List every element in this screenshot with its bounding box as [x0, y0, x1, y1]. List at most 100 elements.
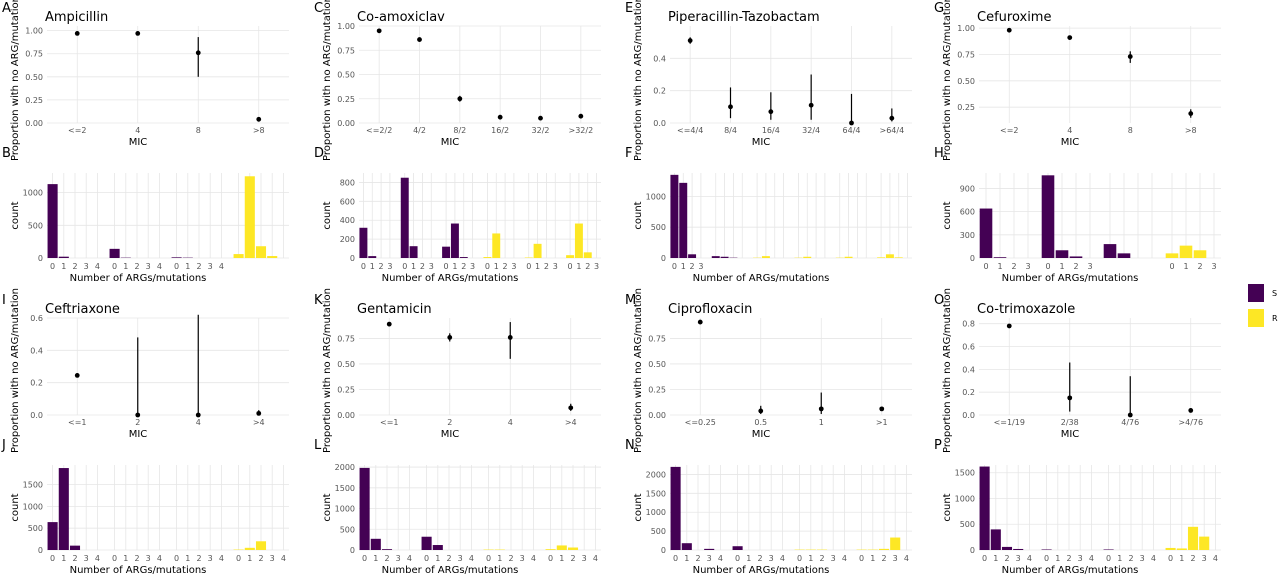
bar-d-s — [359, 227, 368, 258]
panel-title-k: Gentamicin — [357, 302, 432, 317]
x-tick-label-d: 2 — [379, 262, 384, 271]
x-tick-label-b: 0 — [50, 262, 55, 271]
x-tick-label-p: 0 — [1044, 554, 1049, 563]
x-tick-label-h: 2 — [1197, 262, 1202, 271]
x-tick-label-n: 4 — [904, 554, 909, 563]
x-tick-label-e: 8/4 — [724, 126, 737, 135]
x-tick-label-n: 2 — [819, 554, 824, 563]
x-tick-label-l: 0 — [486, 554, 491, 563]
legend-item-r: R — [1248, 307, 1278, 329]
y-axis-label-i: Proportion with no ARG/mutation — [10, 288, 21, 453]
x-tick-label-n: 3 — [893, 554, 898, 563]
bar-f-r — [761, 256, 770, 258]
x-tick-label-l: 2 — [508, 554, 513, 563]
x-tick-label-p: 1 — [1179, 554, 1184, 563]
x-tick-label-h: 3 — [1087, 262, 1092, 271]
x-tick-label-p: 3 — [1202, 554, 1207, 563]
x-tick-label-d: 1 — [494, 262, 499, 271]
bar-f-s — [688, 254, 697, 258]
bar-d-r — [492, 233, 501, 258]
x-tick-label-c: 4/2 — [413, 126, 426, 135]
y-tick-label-o: 0.8 — [962, 320, 975, 329]
legend-label-s: S — [1272, 288, 1278, 298]
x-tick-label-d: 3 — [553, 262, 558, 271]
y-axis-label-a: Proportion with no ARG/mutation — [10, 0, 21, 161]
x-tick-label-h: 1 — [1183, 262, 1188, 271]
y-tick-label-j: 500 — [28, 524, 43, 533]
y-tick-label-p: 0 — [970, 546, 975, 555]
bar-h-s — [1117, 253, 1131, 258]
bar-b-s — [47, 184, 58, 258]
bar-h-r — [1165, 253, 1179, 258]
x-tick-label-l: 3 — [520, 554, 525, 563]
y-axis-label-j: count — [10, 493, 21, 521]
x-tick-label-h: 3 — [1211, 262, 1216, 271]
bar-h-s — [1103, 244, 1117, 258]
bar-f-s — [711, 256, 720, 258]
x-tick-label-b: 4 — [219, 262, 224, 271]
bar-b-s — [109, 248, 120, 258]
y-tick-label-l: 2000 — [335, 463, 355, 472]
x-tick-label-l: 4 — [469, 554, 474, 563]
x-tick-label-p: 1 — [993, 554, 998, 563]
x-tick-label-f: 1 — [681, 262, 686, 271]
x-axis-label-h: Number of ARGs/mutations — [1002, 273, 1139, 284]
x-tick-label-d: 3 — [387, 262, 392, 271]
point-o — [1127, 412, 1133, 418]
x-tick-label-n: 3 — [769, 554, 774, 563]
x-tick-label-a: <=2 — [68, 126, 87, 135]
x-tick-label-c: 32/2 — [532, 126, 550, 135]
x-tick-label-l: 1 — [435, 554, 440, 563]
y-tick-label-d: 0 — [350, 254, 355, 263]
point-e — [849, 120, 854, 126]
y-tick-label-d: 800 — [340, 178, 355, 187]
x-tick-label-d: 1 — [452, 262, 457, 271]
x-tick-label-l: 2 — [446, 554, 451, 563]
x-tick-label-d: 1 — [411, 262, 416, 271]
x-tick-label-a: 8 — [196, 126, 201, 135]
x-tick-label-h: 0 — [983, 262, 988, 271]
x-tick-label-p: 3 — [1140, 554, 1145, 563]
y-tick-label-o: 0.4 — [962, 365, 975, 374]
x-tick-label-f: 2 — [690, 262, 695, 271]
x-tick-label-a: >8 — [253, 126, 265, 135]
bar-d-s — [368, 256, 377, 258]
bar-f-r — [803, 256, 812, 258]
y-tick-label-a: 1.00 — [25, 27, 43, 36]
x-tick-label-b: 3 — [84, 262, 89, 271]
y-axis-label-c: Proportion with no ARG/mutation — [322, 0, 333, 161]
bar-j-r — [255, 541, 267, 550]
point-g — [1067, 35, 1073, 40]
x-tick-label-p: 2 — [1066, 554, 1071, 563]
point-k — [386, 321, 392, 327]
x-tick-label-d: 0 — [444, 262, 449, 271]
x-tick-label-n: 2 — [881, 554, 886, 563]
panel-letter-m: M — [625, 293, 636, 308]
x-tick-label-d: 1 — [576, 262, 581, 271]
bar-l-r — [556, 545, 567, 550]
x-axis-label-e: MIC — [752, 137, 771, 148]
bar-n-r — [878, 548, 890, 550]
x-tick-label-n: 1 — [746, 554, 751, 563]
x-axis-label-m: MIC — [752, 429, 771, 440]
point-g — [1127, 54, 1133, 59]
x-tick-label-d: 3 — [429, 262, 434, 271]
panel-title-o: Co-trimoxazole — [977, 302, 1075, 317]
y-tick-label-a: 0.75 — [25, 50, 43, 59]
x-axis-label-d: Number of ARGs/mutations — [382, 273, 519, 284]
point-c — [497, 114, 503, 120]
x-tick-label-f: 3 — [698, 262, 703, 271]
point-g — [1188, 111, 1194, 116]
panel-title-e: Piperacillin-Tazobactam — [668, 10, 820, 25]
bar-n-r — [890, 537, 901, 550]
y-tick-label-k: 0.50 — [337, 360, 355, 369]
x-tick-label-l: 3 — [458, 554, 463, 563]
x-tick-label-h: 1 — [997, 262, 1002, 271]
bar-l-s — [381, 549, 393, 550]
bar-n-s — [681, 543, 692, 550]
y-axis-label-k: Proportion with no ARG/mutation — [322, 288, 333, 453]
x-axis-label-f: Number of ARGs/mutations — [693, 273, 830, 284]
bar-b-s — [58, 256, 69, 258]
y-tick-label-n: 500 — [651, 527, 666, 536]
x-tick-label-l: 4 — [593, 554, 598, 563]
